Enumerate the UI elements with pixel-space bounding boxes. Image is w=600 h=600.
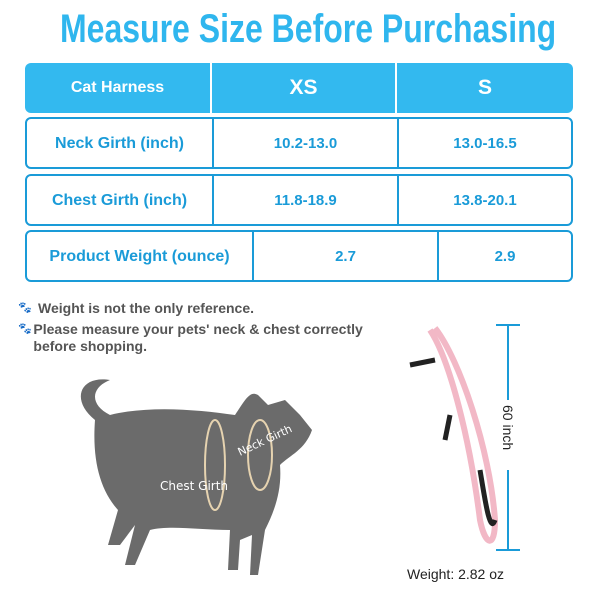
page-title: Measure Size Before Purchasing bbox=[60, 7, 557, 51]
notes: 🐾 Weight is not the only reference. 🐾 Plea… bbox=[18, 300, 378, 359]
cell-xs: 10.2-13.0 bbox=[214, 119, 399, 167]
header-product: Cat Harness bbox=[25, 63, 212, 113]
note: Please measure your pets' neck & chest c… bbox=[33, 321, 363, 354]
paw-icon: 🐾 bbox=[18, 302, 32, 314]
paw-icon: 🐾 bbox=[18, 323, 32, 335]
row-label: Product Weight (ounce) bbox=[27, 232, 254, 280]
cell-xs: 11.8-18.9 bbox=[214, 176, 399, 224]
cat-diagram: Chest Girth Neck Girth bbox=[80, 379, 312, 575]
cell-s: 13.8-20.1 bbox=[453, 191, 517, 209]
header-xs: XS bbox=[212, 63, 397, 113]
leash-diagram: 60 inch bbox=[409, 324, 520, 551]
chest-girth-label: Chest Girth bbox=[160, 479, 228, 493]
note: Weight is not the only reference. bbox=[38, 300, 255, 316]
leash-weight: Weight: 2.82 oz bbox=[407, 566, 505, 582]
clip-icon bbox=[409, 357, 453, 441]
header-s: S bbox=[477, 76, 492, 99]
table-row: Product Weight (ounce) 2.7 2.9 bbox=[25, 230, 573, 282]
cell-s: 13.0-16.5 bbox=[453, 134, 517, 152]
leash bbox=[427, 326, 499, 544]
cat-silhouette bbox=[80, 379, 312, 575]
row-label: Chest Girth (inch) bbox=[27, 176, 214, 224]
table-header: Cat Harness XS S bbox=[25, 63, 573, 113]
table-row: Neck Girth (inch) 10.2-13.0 13.0-16.5 bbox=[25, 117, 573, 169]
cell-s: 2.9 bbox=[494, 247, 516, 265]
leash-length-label: 60 inch bbox=[500, 405, 516, 450]
row-label: Neck Girth (inch) bbox=[27, 119, 214, 167]
table-row: Chest Girth (inch) 11.8-18.9 13.8-20.1 bbox=[25, 174, 573, 226]
cell-xs: 2.7 bbox=[254, 232, 439, 280]
